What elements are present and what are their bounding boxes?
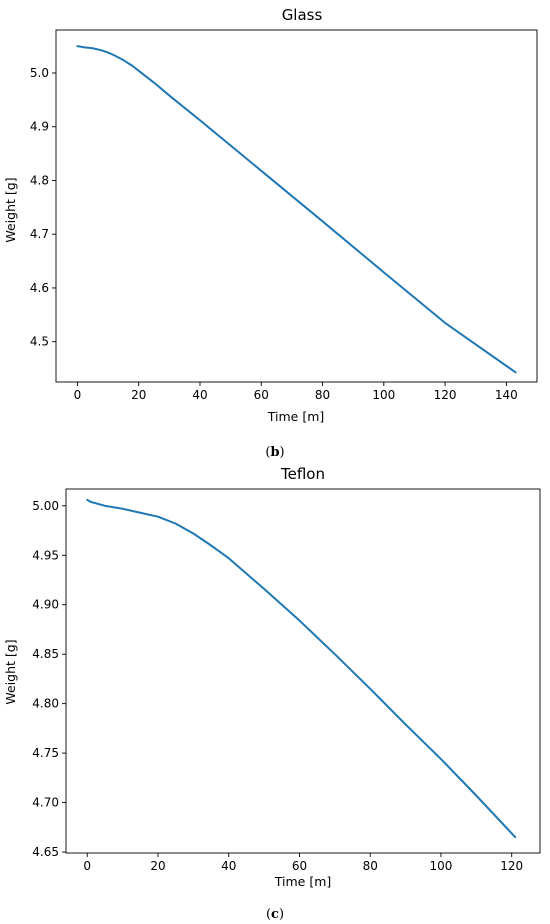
y-tick-label: 4.7	[30, 227, 49, 241]
x-tick-label: 100	[372, 388, 395, 402]
y-tick-label: 4.95	[32, 548, 59, 562]
y-tick-label: 4.75	[32, 746, 59, 760]
chart-teflon: Teflon 0 20 40 60 80 100 120 4.654.704.754.804…	[3, 465, 541, 889]
y-tick-label: 4.5	[30, 335, 49, 349]
y-tick-label: 5.00	[32, 499, 59, 513]
y-axis-ticks: 4.65 4.70 4.75 4.80 4.85 4.90 4.95 5.00	[32, 499, 66, 859]
caption-letter: c	[271, 907, 279, 922]
x-tick-label: 0	[74, 388, 82, 402]
y-tick-label: 4.90	[32, 598, 59, 612]
x-tick-label: 120	[500, 859, 523, 873]
chart-title: Glass	[282, 6, 323, 24]
x-tick-label: 140	[495, 388, 518, 402]
y-tick-label: 4.9	[30, 120, 49, 134]
x-tick-label: 0	[83, 859, 91, 873]
x-tick-label: 80	[363, 859, 378, 873]
y-tick-label: 4.80	[32, 697, 59, 711]
y-tick-label: 5.0	[30, 66, 49, 80]
y-tick-label: 4.65	[32, 845, 59, 859]
caption-letter: b	[270, 445, 279, 460]
x-tick-label: 20	[131, 388, 146, 402]
y-axis-ticks: 4.5 4.6 4.7 4.8 4.9 5.0	[30, 66, 56, 349]
caption-c: (c)	[266, 907, 284, 922]
x-tick-label: 100	[430, 859, 453, 873]
x-tick-label: 40	[221, 859, 236, 873]
y-axis-label: Weight [g]	[3, 639, 18, 704]
series-line-teflon	[86, 498, 517, 839]
x-tick-label: 80	[315, 388, 330, 402]
x-tick-label: 40	[192, 388, 207, 402]
y-tick-label: 4.6	[30, 281, 49, 295]
series-line-glass	[76, 45, 517, 374]
y-tick-label: 4.85	[32, 647, 59, 661]
x-tick-label: 120	[434, 388, 457, 402]
plot-frame	[65, 488, 541, 854]
y-axis-label: Weight [g]	[3, 177, 18, 242]
chart-glass: Glass 0 20 40 60 80 100 120 140 4.5 4.6 4.7 4.8 4.9…	[3, 6, 538, 424]
x-axis-label: Time [m]	[274, 874, 332, 889]
y-tick-label: 4.8	[30, 173, 49, 187]
x-tick-label: 60	[254, 388, 269, 402]
plot-frame	[55, 29, 538, 383]
chart-title: Teflon	[280, 465, 325, 483]
x-tick-label: 60	[292, 859, 307, 873]
x-axis-ticks: 0 20 40 60 80 100 120 140	[74, 382, 518, 402]
x-axis-ticks: 0 20 40 60 80 100 120	[83, 853, 523, 873]
x-tick-label: 20	[150, 859, 165, 873]
x-axis-label: Time [m]	[267, 409, 325, 424]
y-tick-label: 4.70	[32, 796, 59, 810]
caption-b: (b)	[265, 445, 284, 460]
